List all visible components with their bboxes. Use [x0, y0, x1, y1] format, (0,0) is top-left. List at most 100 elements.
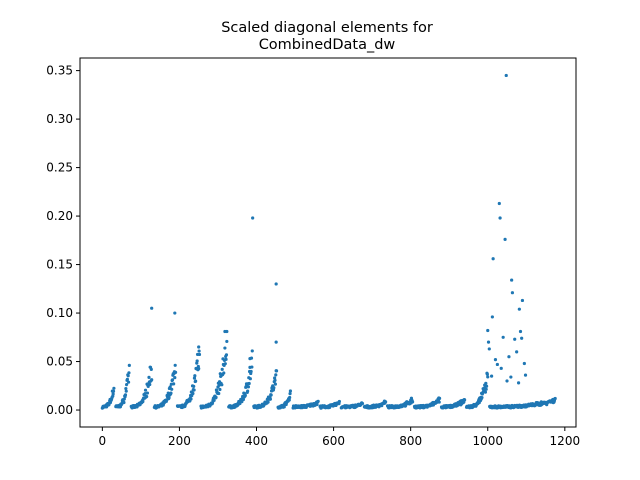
data-point [243, 393, 247, 398]
data-point [247, 381, 251, 386]
data-point [522, 361, 526, 366]
data-point [268, 397, 272, 401]
data-point [272, 386, 276, 390]
data-point [288, 389, 293, 393]
data-point [486, 375, 490, 379]
chart-title-line-2: CombinedData_dw [259, 37, 396, 53]
data-point [222, 371, 226, 375]
y-tick-label: 0.30 [46, 112, 73, 126]
data-point [225, 339, 229, 344]
data-point [170, 387, 174, 391]
data-point [515, 350, 519, 354]
data-point [360, 401, 365, 406]
data-point [437, 396, 442, 400]
data-point [248, 357, 252, 361]
data-point [437, 400, 441, 404]
data-point [518, 329, 523, 334]
data-point [225, 329, 229, 334]
data-point [273, 382, 277, 386]
data-point [509, 375, 513, 379]
data-point [112, 386, 116, 390]
data-point [192, 376, 197, 380]
data-point [217, 391, 221, 396]
data-point [485, 372, 489, 376]
data-point [490, 374, 494, 378]
y-tick-label: 0.15 [46, 258, 73, 272]
data-point [507, 355, 511, 359]
data-point [223, 362, 227, 366]
data-point [517, 307, 521, 311]
y-tick-label: 0.10 [46, 306, 73, 320]
data-point [224, 353, 229, 357]
data-point [266, 400, 270, 404]
data-point [274, 340, 278, 344]
data-point [197, 349, 201, 353]
y-tick-label: 0.35 [46, 64, 73, 78]
data-point [480, 395, 484, 400]
data-point [150, 306, 154, 310]
data-point [248, 377, 252, 381]
data-point [111, 389, 116, 393]
data-point [126, 380, 131, 384]
data-point [282, 405, 286, 409]
data-point [487, 347, 491, 351]
y-tick-label: 0.20 [46, 209, 73, 223]
data-point [224, 357, 228, 361]
data-point [513, 337, 517, 341]
data-point [483, 390, 488, 394]
data-point [141, 400, 145, 404]
data-point [197, 366, 201, 371]
data-point [220, 383, 224, 387]
data-point [498, 216, 502, 220]
data-point [484, 384, 489, 388]
data-point [315, 402, 319, 407]
data-point [148, 382, 152, 387]
data-point [274, 369, 279, 373]
data-point [520, 336, 524, 340]
data-point [170, 378, 175, 382]
data-point [287, 398, 291, 402]
data-point [149, 367, 153, 371]
data-point [173, 363, 177, 367]
data-point [503, 237, 507, 241]
data-point [189, 397, 193, 401]
data-point [490, 315, 494, 319]
data-point [147, 375, 151, 379]
data-point [250, 349, 254, 353]
data-point [212, 398, 216, 402]
x-tick-label: 600 [322, 434, 345, 448]
data-point [125, 382, 129, 387]
data-point [241, 397, 246, 402]
data-point [143, 388, 148, 392]
data-point [497, 201, 501, 206]
x-tick-label: 800 [399, 434, 422, 448]
data-point [246, 389, 250, 393]
data-point [220, 367, 224, 371]
data-point [111, 392, 115, 396]
data-point [523, 373, 528, 377]
data-point [126, 374, 130, 378]
data-point [486, 328, 490, 333]
data-point [504, 73, 508, 78]
chart-title-line-1: Scaled diagonal elements for [221, 20, 433, 36]
data-point [384, 400, 388, 404]
data-points [100, 73, 557, 410]
data-point [520, 298, 525, 303]
x-tick-label: 400 [245, 434, 268, 448]
data-point [495, 362, 499, 367]
data-point [553, 396, 557, 401]
data-point [337, 399, 341, 404]
data-point [191, 391, 195, 396]
data-point [214, 395, 218, 399]
data-point [486, 340, 491, 344]
data-point [123, 393, 128, 397]
plot-area-frame [79, 57, 577, 428]
data-point [124, 389, 128, 393]
data-point [127, 371, 131, 375]
data-point [127, 363, 131, 367]
data-point [484, 381, 488, 385]
data-point [122, 397, 126, 401]
data-point [197, 345, 201, 349]
x-tick-label: 1000 [472, 434, 503, 448]
data-point [316, 399, 320, 403]
